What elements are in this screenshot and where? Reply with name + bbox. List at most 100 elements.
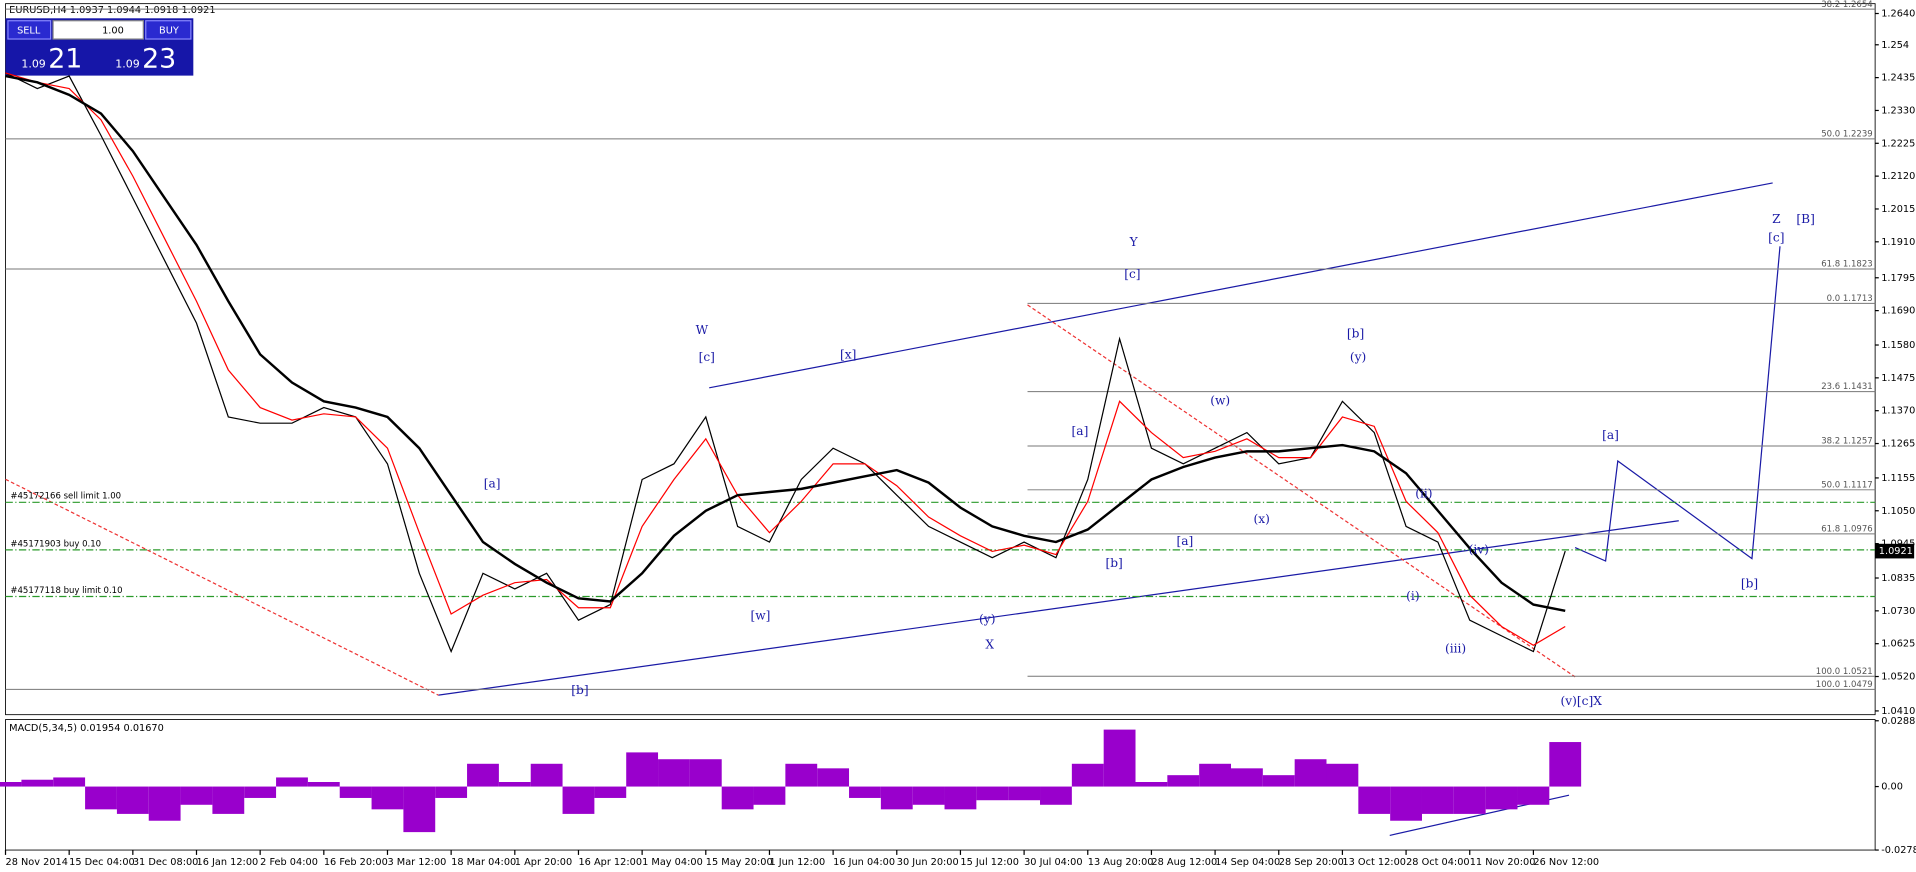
y-tick-label: 1.254 (1881, 40, 1909, 51)
macd-bar (912, 786, 945, 805)
y-tick-label: 1.2120 (1881, 171, 1915, 182)
x-tick-label: 3 Mar 12:00 (387, 857, 446, 868)
macd-bar (1071, 763, 1104, 787)
y-tick-label: 1.0625 (1881, 639, 1915, 650)
bid-big: 1.09 (21, 58, 45, 71)
x-tick-label: 1 Jun 12:00 (769, 857, 825, 868)
macd-bar (1390, 786, 1422, 821)
wave-label: X (985, 638, 994, 652)
x-tick-label: 28 Aug 12:00 (1151, 857, 1217, 868)
x-tick-label: 28 Oct 04:00 (1406, 857, 1470, 868)
wave-label: [b] (1105, 556, 1122, 570)
macd-bar (371, 786, 404, 810)
wave-label: [B] (1796, 212, 1814, 226)
macd-bar (244, 786, 277, 798)
macd-bar (1008, 786, 1041, 801)
wave-label: [b] (1347, 327, 1364, 341)
wave-label: [a] (1176, 534, 1193, 548)
y-tick-label: 1.1580 (1881, 340, 1915, 351)
macd-bar (658, 759, 690, 787)
main-frame (5, 3, 1876, 716)
wave-label: [a] (484, 477, 501, 491)
y-tick-label: 1.1050 (1881, 506, 1915, 517)
wave-label: [c] (699, 350, 715, 364)
y-tick-label: 1.0410 (1881, 706, 1915, 717)
x-tick-label: 26 Nov 12:00 (1533, 857, 1599, 868)
x-tick-label: 28 Sep 20:00 (1279, 857, 1344, 868)
wave-label: [a] (1072, 424, 1089, 438)
x-tick-label: 13 Oct 12:00 (1342, 857, 1406, 868)
order-label: #45172166 sell limit 1.00 (10, 492, 121, 502)
macd-bar (498, 782, 531, 787)
price-line (5, 72, 1566, 654)
macd-bar (1103, 729, 1136, 787)
sell-text[interactable]: SELL (17, 25, 41, 36)
fib-label: 61.8 1.1823 (1821, 260, 1872, 270)
y-tick-label: 1.2435 (1881, 73, 1915, 84)
y-tick-label: 1.1795 (1881, 273, 1915, 284)
sell-button[interactable] (7, 20, 52, 40)
macd-tick-label: 0.02888 (1881, 716, 1916, 727)
y-tick-label: 1.1910 (1881, 237, 1915, 248)
macd-bar (212, 786, 245, 814)
bid-small: 21 (48, 43, 82, 74)
wave-label: (w) (1210, 394, 1230, 408)
macd-bar (1231, 768, 1263, 787)
y-tick-label: 1.1690 (1881, 306, 1915, 317)
wave-label: (i) (1406, 589, 1419, 603)
macd-bar (435, 786, 468, 798)
macd-bar (1294, 759, 1327, 787)
y-tick-label: 1.2015 (1881, 204, 1915, 215)
buy-text[interactable]: BUY (159, 25, 179, 36)
fib-label: 50.0 1.2239 (1821, 130, 1872, 140)
fib-label: 38.2 1.1257 (1821, 437, 1872, 447)
macd-bar (53, 777, 86, 787)
macd-bar (562, 786, 595, 814)
y-tick-label: 1.0520 (1881, 672, 1915, 683)
macd-bar (1040, 786, 1072, 805)
wave-label: W (696, 323, 709, 337)
wave-label: Y (1129, 235, 1139, 249)
macd-bar (1485, 786, 1518, 810)
fib-label: 0.0 1.1713 (1827, 294, 1873, 304)
order-label: #45171903 buy 0.10 (10, 539, 101, 549)
macd-bar (1135, 782, 1168, 787)
macd-bar (880, 786, 913, 810)
macd-bar (467, 763, 499, 787)
x-tick-label: 2 Feb 04:00 (260, 857, 318, 868)
macd-bar (689, 759, 722, 787)
x-tick-label: 14 Sep 04:00 (1215, 857, 1280, 868)
x-tick-label: 30 Jul 04:00 (1024, 857, 1082, 868)
macd-bar (1326, 763, 1359, 787)
lots-text[interactable]: 1.00 (102, 25, 124, 36)
fib-label: 61.8 1.0976 (1821, 525, 1872, 535)
macd-bar (1453, 786, 1486, 814)
x-tick-label: 1 May 04:00 (642, 857, 703, 868)
macd-bar (849, 786, 881, 798)
macd-tick-label: 0.00 (1881, 782, 1903, 793)
x-tick-label: 15 Dec 04:00 (69, 857, 135, 868)
ask-small: 23 (142, 43, 176, 74)
buy-button[interactable] (145, 20, 192, 40)
order-label: #45177118 buy limit 0.10 (10, 586, 122, 596)
price-line (5, 72, 1566, 646)
macd-bar (180, 786, 213, 805)
wave-label: (ii) (1415, 486, 1432, 500)
lots-field[interactable] (52, 20, 144, 40)
y-tick-label: 1.2225 (1881, 138, 1915, 149)
macd-bar (721, 786, 754, 810)
fib-label: 100.0 1.0479 (1816, 680, 1873, 690)
x-tick-label: 16 Apr 12:00 (578, 857, 642, 868)
y-tick-label: 1.0730 (1881, 606, 1915, 617)
y-tick-label: 1.1265 (1881, 439, 1915, 450)
x-tick-label: 16 Jan 12:00 (196, 857, 258, 868)
y-tick-label: 1.2640 (1881, 9, 1915, 20)
price-tag (1875, 543, 1915, 559)
y-tick-label: 1.0835 (1881, 573, 1915, 584)
macd-bar (817, 768, 850, 787)
wave-label: [b] (1741, 577, 1758, 591)
ask-big: 1.09 (115, 58, 139, 71)
